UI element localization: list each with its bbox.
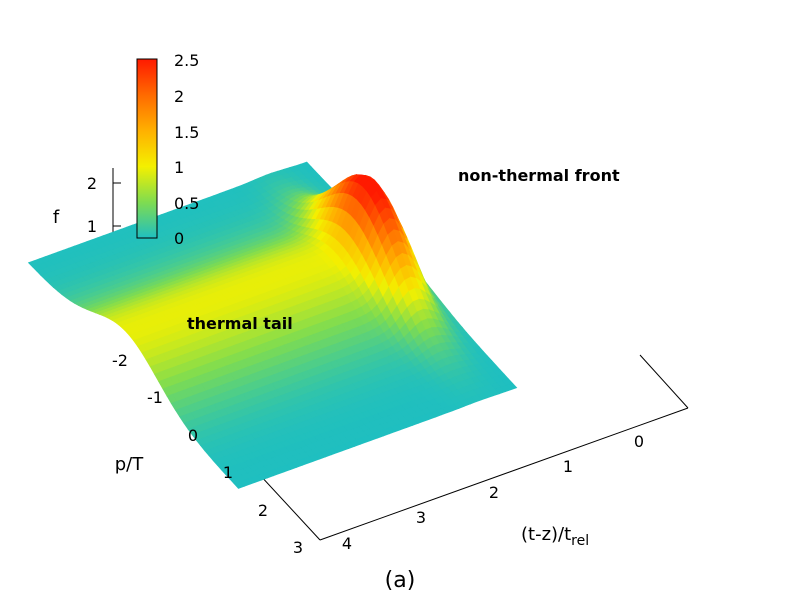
tau-tick-label-2: 2 [489, 483, 499, 502]
colorbar-tick-4: 2 [174, 87, 184, 106]
colorbar-scale [137, 59, 157, 238]
tau-tick-label-0: 0 [634, 432, 644, 451]
z-axis-label: f [53, 207, 60, 228]
p-tick-label-0: -2 [112, 351, 128, 370]
colorbar-tick-0: 0 [174, 229, 184, 248]
p-tick-label-1: -1 [147, 388, 163, 407]
colorbar-tick-1: 0.5 [174, 194, 199, 213]
z-tick-label-1: 1 [87, 217, 97, 236]
tau-axis-label-main: (t-z)/t [521, 524, 571, 545]
tau-axis-label-sub: rel [571, 533, 589, 549]
p-tick-label-2: 0 [188, 426, 198, 445]
colorbar-tick-3: 1.5 [174, 123, 199, 142]
annotation-non-thermal-front: non-thermal front [458, 166, 620, 185]
p-tick-label-5: 3 [293, 538, 303, 557]
tau-tick-label-1: 1 [563, 457, 573, 476]
colorbar-tick-2: 1 [174, 158, 184, 177]
p-tick-label-4: 2 [258, 501, 268, 520]
z-tick-label-2: 2 [87, 174, 97, 193]
p-tick-label-3: 1 [223, 463, 233, 482]
right-edge-line [640, 355, 688, 408]
tau-axis-label: (t-z)/trel [521, 524, 589, 549]
figure-caption: (a) [385, 568, 416, 593]
p-axis-label: p/T [115, 454, 144, 475]
tau-tick-label-4: 4 [342, 534, 352, 553]
tau-tick-label-3: 3 [416, 508, 426, 527]
annotation-thermal-tail: thermal tail [187, 314, 293, 333]
colorbar-tick-5: 2.5 [174, 51, 199, 70]
tau-axis: 0 1 2 3 4 (t-z)/trel [342, 432, 644, 553]
